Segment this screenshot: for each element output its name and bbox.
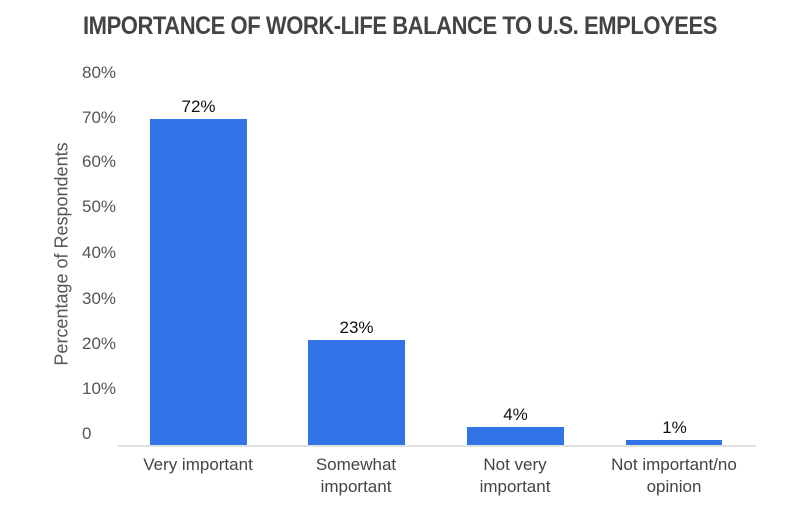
category-label-line1: Somewhat	[315, 455, 397, 474]
category-not-important-no-opinion: Not important/no opinion	[589, 454, 759, 498]
y-tick-0: 0	[82, 424, 92, 443]
category-somewhat-important: Somewhat important	[271, 454, 441, 498]
y-tick-80: 80%	[82, 63, 117, 82]
bar-somewhat-important	[308, 340, 405, 445]
x-axis-baseline	[118, 445, 756, 447]
bar-very-important	[150, 119, 247, 445]
value-label-somewhat-important: 23%	[339, 318, 374, 337]
category-label-line2: important	[320, 477, 392, 496]
value-label-not-important: 1%	[662, 418, 687, 437]
category-label-line2: opinion	[646, 477, 702, 496]
y-axis-label: Percentage of Respondents	[51, 142, 72, 366]
y-tick-60: 60%	[82, 152, 117, 171]
category-label-line1: Not very	[483, 455, 547, 474]
y-tick-50: 50%	[82, 197, 117, 216]
bar-not-important	[626, 440, 722, 445]
bar-not-very-important	[467, 427, 564, 445]
category-label-line2: important	[479, 477, 551, 496]
value-label-very-important: 72%	[181, 97, 216, 116]
category-very-important: Very important	[113, 454, 283, 476]
y-tick-20: 20%	[82, 334, 117, 353]
y-tick-40: 40%	[82, 243, 117, 262]
y-tick-70: 70%	[82, 108, 117, 127]
category-label-line1: Not important/no	[611, 455, 737, 474]
y-tick-30: 30%	[82, 289, 117, 308]
value-label-not-very-important: 4%	[503, 405, 528, 424]
chart-title: IMPORTANCE OF WORK-LIFE BALANCE TO U.S. …	[83, 12, 717, 40]
y-tick-10: 10%	[82, 379, 117, 398]
category-not-very-important: Not very important	[430, 454, 600, 498]
category-label-line1: Very important	[143, 455, 253, 474]
